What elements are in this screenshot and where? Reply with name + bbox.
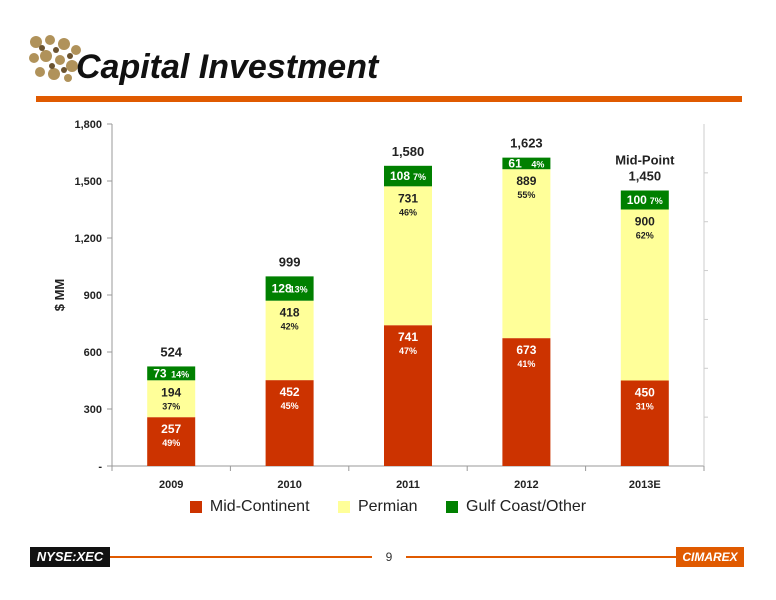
brand-logo-icon	[26, 32, 86, 84]
title-divider	[36, 96, 742, 102]
legend-item-permian: Permian	[337, 498, 418, 516]
x-tick-label: 2011	[396, 479, 420, 491]
legend-label-permian: Permian	[357, 498, 418, 515]
data-label: 450	[635, 386, 655, 400]
data-label: 257	[161, 422, 181, 436]
legend-label-gulf-coast: Gulf Coast/Other	[466, 498, 587, 515]
data-label: 889	[516, 174, 536, 188]
data-pct-label: 49%	[162, 438, 180, 448]
y-tick-label: 1,200	[74, 233, 102, 245]
data-label: 731	[398, 191, 418, 205]
bar-segment	[384, 165, 432, 187]
bar-segment	[620, 190, 669, 210]
y-tick-label: 600	[84, 347, 102, 359]
y-tick-label: 900	[84, 290, 102, 302]
bar-segment	[265, 276, 314, 301]
x-tick-label: 2010	[277, 479, 301, 491]
chart-legend: Mid-Continent Permian Gulf Coast/Other	[0, 498, 776, 516]
y-tick-label: 1,800	[74, 119, 102, 131]
data-pct-label: 7%	[650, 196, 663, 206]
data-pct-label: 46%	[399, 207, 417, 217]
legend-item-gulf-coast: Gulf Coast/Other	[446, 498, 586, 516]
bar-segment	[502, 169, 551, 339]
y-tick-label: -	[98, 461, 102, 473]
data-label: 741	[398, 330, 418, 344]
bar-total-label: 1,580	[392, 144, 425, 159]
data-pct-label: 13%	[290, 285, 308, 295]
y-tick-label: 300	[84, 404, 102, 416]
legend-swatch-permian	[337, 501, 350, 513]
data-pct-label: 47%	[399, 346, 417, 356]
data-label: 128	[272, 282, 292, 296]
y-axis-title: $ MM	[52, 279, 67, 312]
data-pct-label: 14%	[171, 369, 189, 379]
ticker-badge: NYSE:XEC	[30, 547, 110, 567]
data-label: 418	[280, 306, 300, 320]
legend-item-mid-continent: Mid-Continent	[189, 498, 310, 516]
bar-total-label: 999	[279, 254, 301, 269]
legend-label-mid-continent: Mid-Continent	[209, 498, 310, 515]
data-label: 108	[390, 169, 410, 183]
bar-segment	[620, 209, 669, 381]
data-label: 900	[635, 215, 655, 229]
y-tick-label: 1,500	[74, 176, 102, 188]
bar-segment	[265, 300, 314, 381]
data-pct-label: 55%	[517, 190, 535, 200]
data-label: 452	[280, 385, 300, 399]
bar-segment	[620, 380, 669, 466]
bar-segment	[502, 157, 551, 170]
bar-total-label: 1,450	[629, 169, 662, 184]
bar-total-label: 1,623	[510, 136, 543, 151]
bar-segment	[265, 380, 314, 466]
bar-segment	[147, 380, 196, 418]
data-pct-label: 31%	[636, 402, 654, 412]
bar-total-label: 524	[160, 344, 182, 359]
data-label: 194	[161, 385, 181, 399]
data-label: 673	[516, 343, 536, 357]
x-tick-label: 2009	[159, 479, 183, 491]
bar-segment	[502, 338, 551, 466]
data-pct-label: 37%	[162, 401, 180, 411]
page-number: 9	[372, 547, 406, 567]
data-label: 100	[627, 193, 647, 207]
brand-badge: CIMAREX	[676, 547, 744, 567]
bar-segment	[384, 325, 432, 466]
data-label: 61	[508, 156, 522, 170]
legend-swatch-mid-continent	[189, 501, 202, 513]
data-pct-label: 42%	[281, 322, 299, 332]
data-pct-label: 41%	[517, 359, 535, 369]
data-label: 73	[153, 366, 167, 380]
data-pct-label: 45%	[281, 401, 299, 411]
bar-segment	[147, 366, 196, 381]
bar-total-prefix: Mid-Point	[615, 153, 675, 168]
data-pct-label: 7%	[413, 172, 426, 182]
x-tick-label: 2013E	[629, 479, 661, 491]
bar-segment	[384, 186, 432, 326]
data-pct-label: 62%	[636, 231, 654, 241]
x-tick-label: 2012	[514, 479, 538, 491]
bar-segment	[147, 417, 196, 466]
page-title: Capital Investment	[76, 48, 379, 86]
data-pct-label: 4%	[531, 159, 544, 169]
legend-swatch-gulf-coast	[446, 501, 459, 513]
